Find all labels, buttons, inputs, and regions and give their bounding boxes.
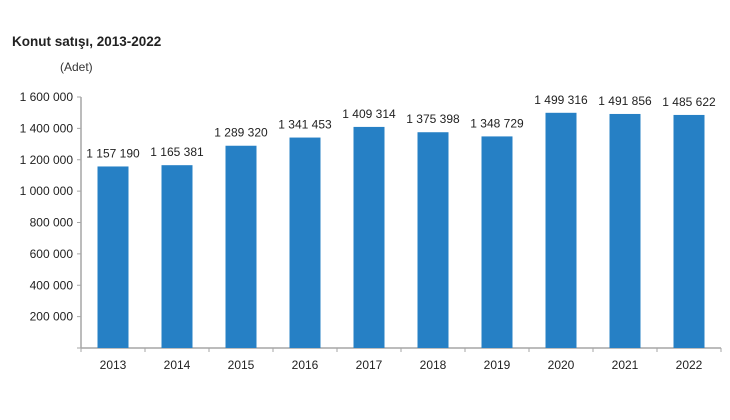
bar-2018 (417, 132, 449, 348)
x-tick-label: 2013 (100, 358, 127, 372)
bar-2014 (161, 165, 193, 348)
y-tick-label: 800 000 (30, 216, 74, 230)
data-label-2019: 1 348 729 (470, 116, 524, 130)
y-tick-label: 1 600 000 (20, 90, 74, 104)
y-tick-label: 600 000 (30, 247, 74, 261)
y-axis-unit-label: (Adet) (60, 60, 93, 74)
y-tick-label: 200 000 (30, 310, 74, 324)
y-tick-label: 1 400 000 (20, 121, 74, 135)
x-tick-label: 2018 (420, 358, 447, 372)
x-tick-label: 2020 (548, 358, 575, 372)
bar-2016 (289, 137, 321, 348)
x-tick-label: 2015 (228, 358, 255, 372)
bar-2022 (673, 114, 705, 348)
y-tick-label: 400 000 (30, 278, 74, 292)
y-tick-label: 1 200 000 (20, 153, 74, 167)
data-label-2015: 1 289 320 (214, 126, 268, 140)
x-tick-label: 2016 (292, 358, 319, 372)
y-tick-label: 1 000 000 (20, 184, 74, 198)
bar-2021 (609, 113, 641, 348)
x-tick-label: 2022 (676, 358, 703, 372)
bar-2015 (225, 145, 257, 348)
bar-2013 (97, 166, 129, 348)
bar-2017 (353, 126, 385, 348)
data-label-2020: 1 499 316 (534, 93, 588, 107)
data-label-2014: 1 165 381 (150, 145, 204, 159)
x-tick-label: 2014 (164, 358, 191, 372)
data-label-2021: 1 491 856 (598, 94, 652, 108)
x-tick-label: 2019 (484, 358, 511, 372)
bar-2019 (481, 136, 513, 348)
data-label-2022: 1 485 622 (662, 95, 716, 109)
data-label-2017: 1 409 314 (342, 107, 396, 121)
x-tick-label: 2021 (612, 358, 639, 372)
data-label-2013: 1 157 190 (86, 146, 140, 160)
data-label-2018: 1 375 398 (406, 112, 460, 126)
x-tick-label: 2017 (356, 358, 383, 372)
bar-2020 (545, 112, 577, 348)
data-label-2016: 1 341 453 (278, 118, 332, 132)
chart-title: Konut satışı, 2013-2022 (12, 34, 162, 49)
